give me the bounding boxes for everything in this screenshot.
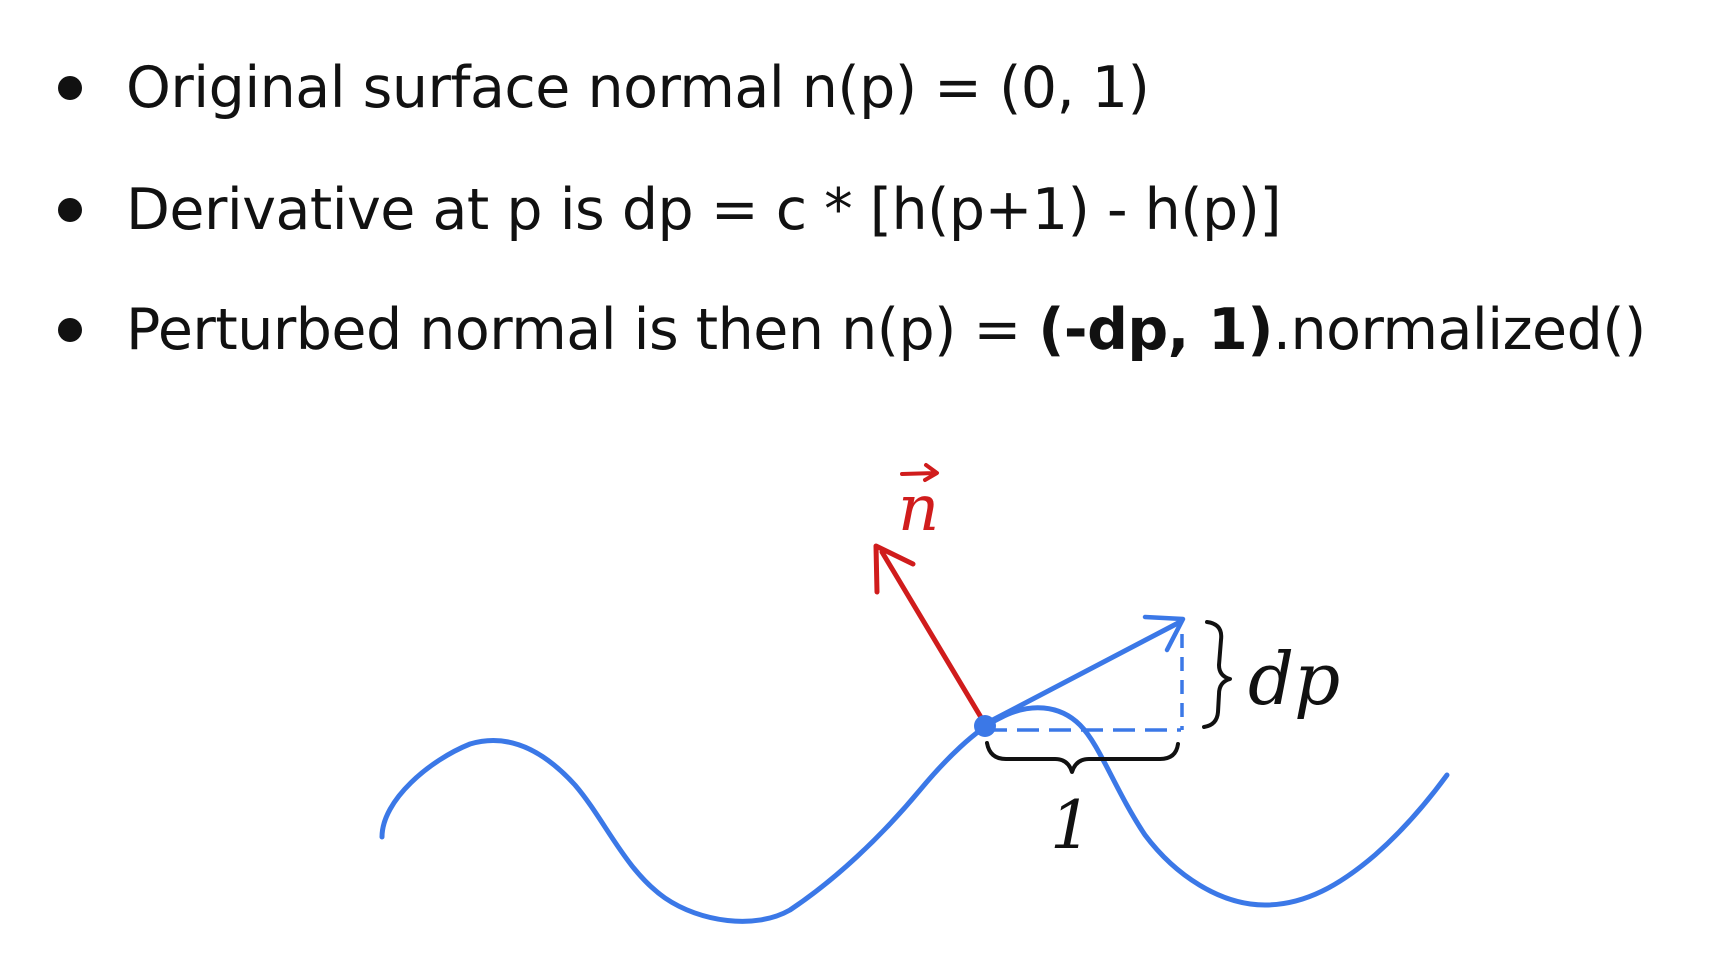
bullet-text: Perturbed normal is then n(p) = (-dp, 1)… [126, 301, 1646, 359]
bullet-text-suffix: .normalized() [1272, 296, 1646, 363]
normal-label: n [898, 472, 939, 546]
bullet-item-original-normal: Original surface normal n(p) = (0, 1) [58, 48, 1150, 128]
bullet-list: Original surface normal n(p) = (0, 1) De… [0, 0, 1733, 390]
bullet-text-prefix: Perturbed normal is then n(p) = [126, 296, 1039, 363]
bullet-text: Derivative at p is dp = c * [h(p+1) - h(… [126, 176, 1282, 243]
surface-point [974, 715, 996, 737]
tangent-arrow-shaft [982, 619, 1183, 727]
bullet-dot [58, 198, 82, 222]
dp-brace [1202, 620, 1232, 729]
bullet-text-bold: (-dp, 1) [1038, 296, 1273, 363]
normal-arrow-head [873, 543, 916, 595]
bullet-dot [58, 76, 82, 100]
dp-label: dp [1248, 637, 1340, 721]
bullet-text: Original surface normal n(p) = (0, 1) [126, 54, 1150, 121]
unit-brace [985, 741, 1180, 774]
bullet-item-derivative: Derivative at p is dp = c * [h(p+1) - h(… [58, 170, 1282, 250]
normal-arrow-shaft [879, 549, 988, 727]
bullet-dot [58, 318, 82, 342]
tangent-arrow-head [1142, 614, 1186, 653]
unit-label: 1 [1050, 787, 1092, 864]
bullet-item-perturbed-normal: Perturbed normal is then n(p) = (-dp, 1)… [58, 290, 1646, 370]
normal-label-vector-bar [900, 463, 939, 482]
surface-curve [379, 705, 1450, 924]
